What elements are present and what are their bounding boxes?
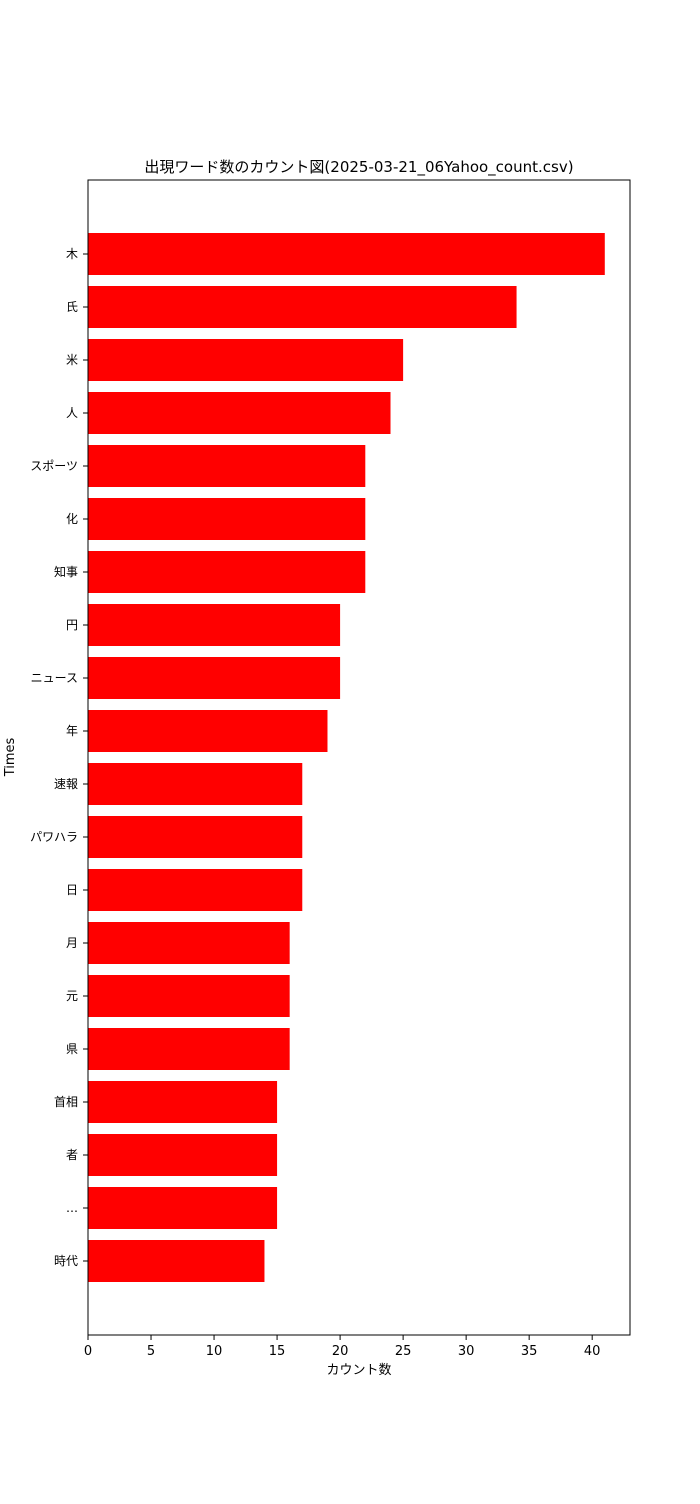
bar <box>88 286 517 328</box>
bar <box>88 657 341 699</box>
y-tick-label: 月 <box>66 936 78 950</box>
bar <box>88 1134 278 1176</box>
plot-frame <box>87 179 631 1336</box>
bars-layer <box>88 233 605 1282</box>
bar <box>88 763 303 805</box>
bar <box>88 816 303 858</box>
y-tick-label: 県 <box>66 1042 78 1056</box>
y-tick-label: 氏 <box>66 300 78 314</box>
y-tick-label: パワハラ <box>30 830 78 844</box>
chart-title: 出現ワード数のカウント図(2025-03-21_06Yahoo_count.cs… <box>144 158 573 177</box>
x-axis-label: カウント数 <box>326 1363 391 1378</box>
bar <box>88 551 366 593</box>
x-tick-label: 5 <box>147 1344 155 1359</box>
bar <box>88 339 404 381</box>
y-tick-label: 木 <box>66 247 78 261</box>
x-tick-label: 0 <box>84 1344 92 1359</box>
y-tick-label: 円 <box>66 618 78 632</box>
y-tick-label: … <box>66 1201 78 1215</box>
x-tick-label: 15 <box>269 1344 286 1359</box>
y-tick-label: 者 <box>66 1148 78 1162</box>
bar <box>88 922 290 964</box>
y-axis-label: Times <box>3 737 18 777</box>
y-tick-label: 元 <box>66 989 78 1003</box>
x-tick-label: 35 <box>521 1344 538 1359</box>
y-tick-label: ニュース <box>31 671 78 685</box>
x-tick-label: 30 <box>458 1344 475 1359</box>
x-tick-label: 40 <box>584 1344 601 1359</box>
bar <box>88 498 366 540</box>
y-tick-label: 人 <box>66 406 78 420</box>
y-tick-label: 速報 <box>54 777 78 791</box>
bar <box>88 869 303 911</box>
y-tick-label: 化 <box>66 512 78 526</box>
y-tick-label: 時代 <box>54 1254 78 1268</box>
bar <box>88 975 290 1017</box>
y-tick-label: 知事 <box>54 565 78 579</box>
bar <box>88 604 341 646</box>
bar <box>88 1187 278 1229</box>
bar <box>88 710 328 752</box>
y-tick-label: 首相 <box>54 1095 78 1109</box>
x-tick-label: 10 <box>206 1344 223 1359</box>
x-tick-labels: 0 5 10 15 20 25 30 35 40 <box>84 1335 601 1359</box>
y-tick-label: スポーツ <box>30 459 78 473</box>
x-tick-label: 25 <box>395 1344 412 1359</box>
y-tick-label: 日 <box>66 883 78 897</box>
bar <box>88 1240 265 1282</box>
bar <box>88 233 605 275</box>
y-tick-label: 米 <box>66 353 78 367</box>
bar <box>88 392 391 434</box>
y-tick-label: 年 <box>66 724 78 738</box>
x-tick-label: 20 <box>332 1344 349 1359</box>
bar <box>88 445 366 487</box>
bar <box>88 1081 278 1123</box>
bar <box>88 1028 290 1070</box>
